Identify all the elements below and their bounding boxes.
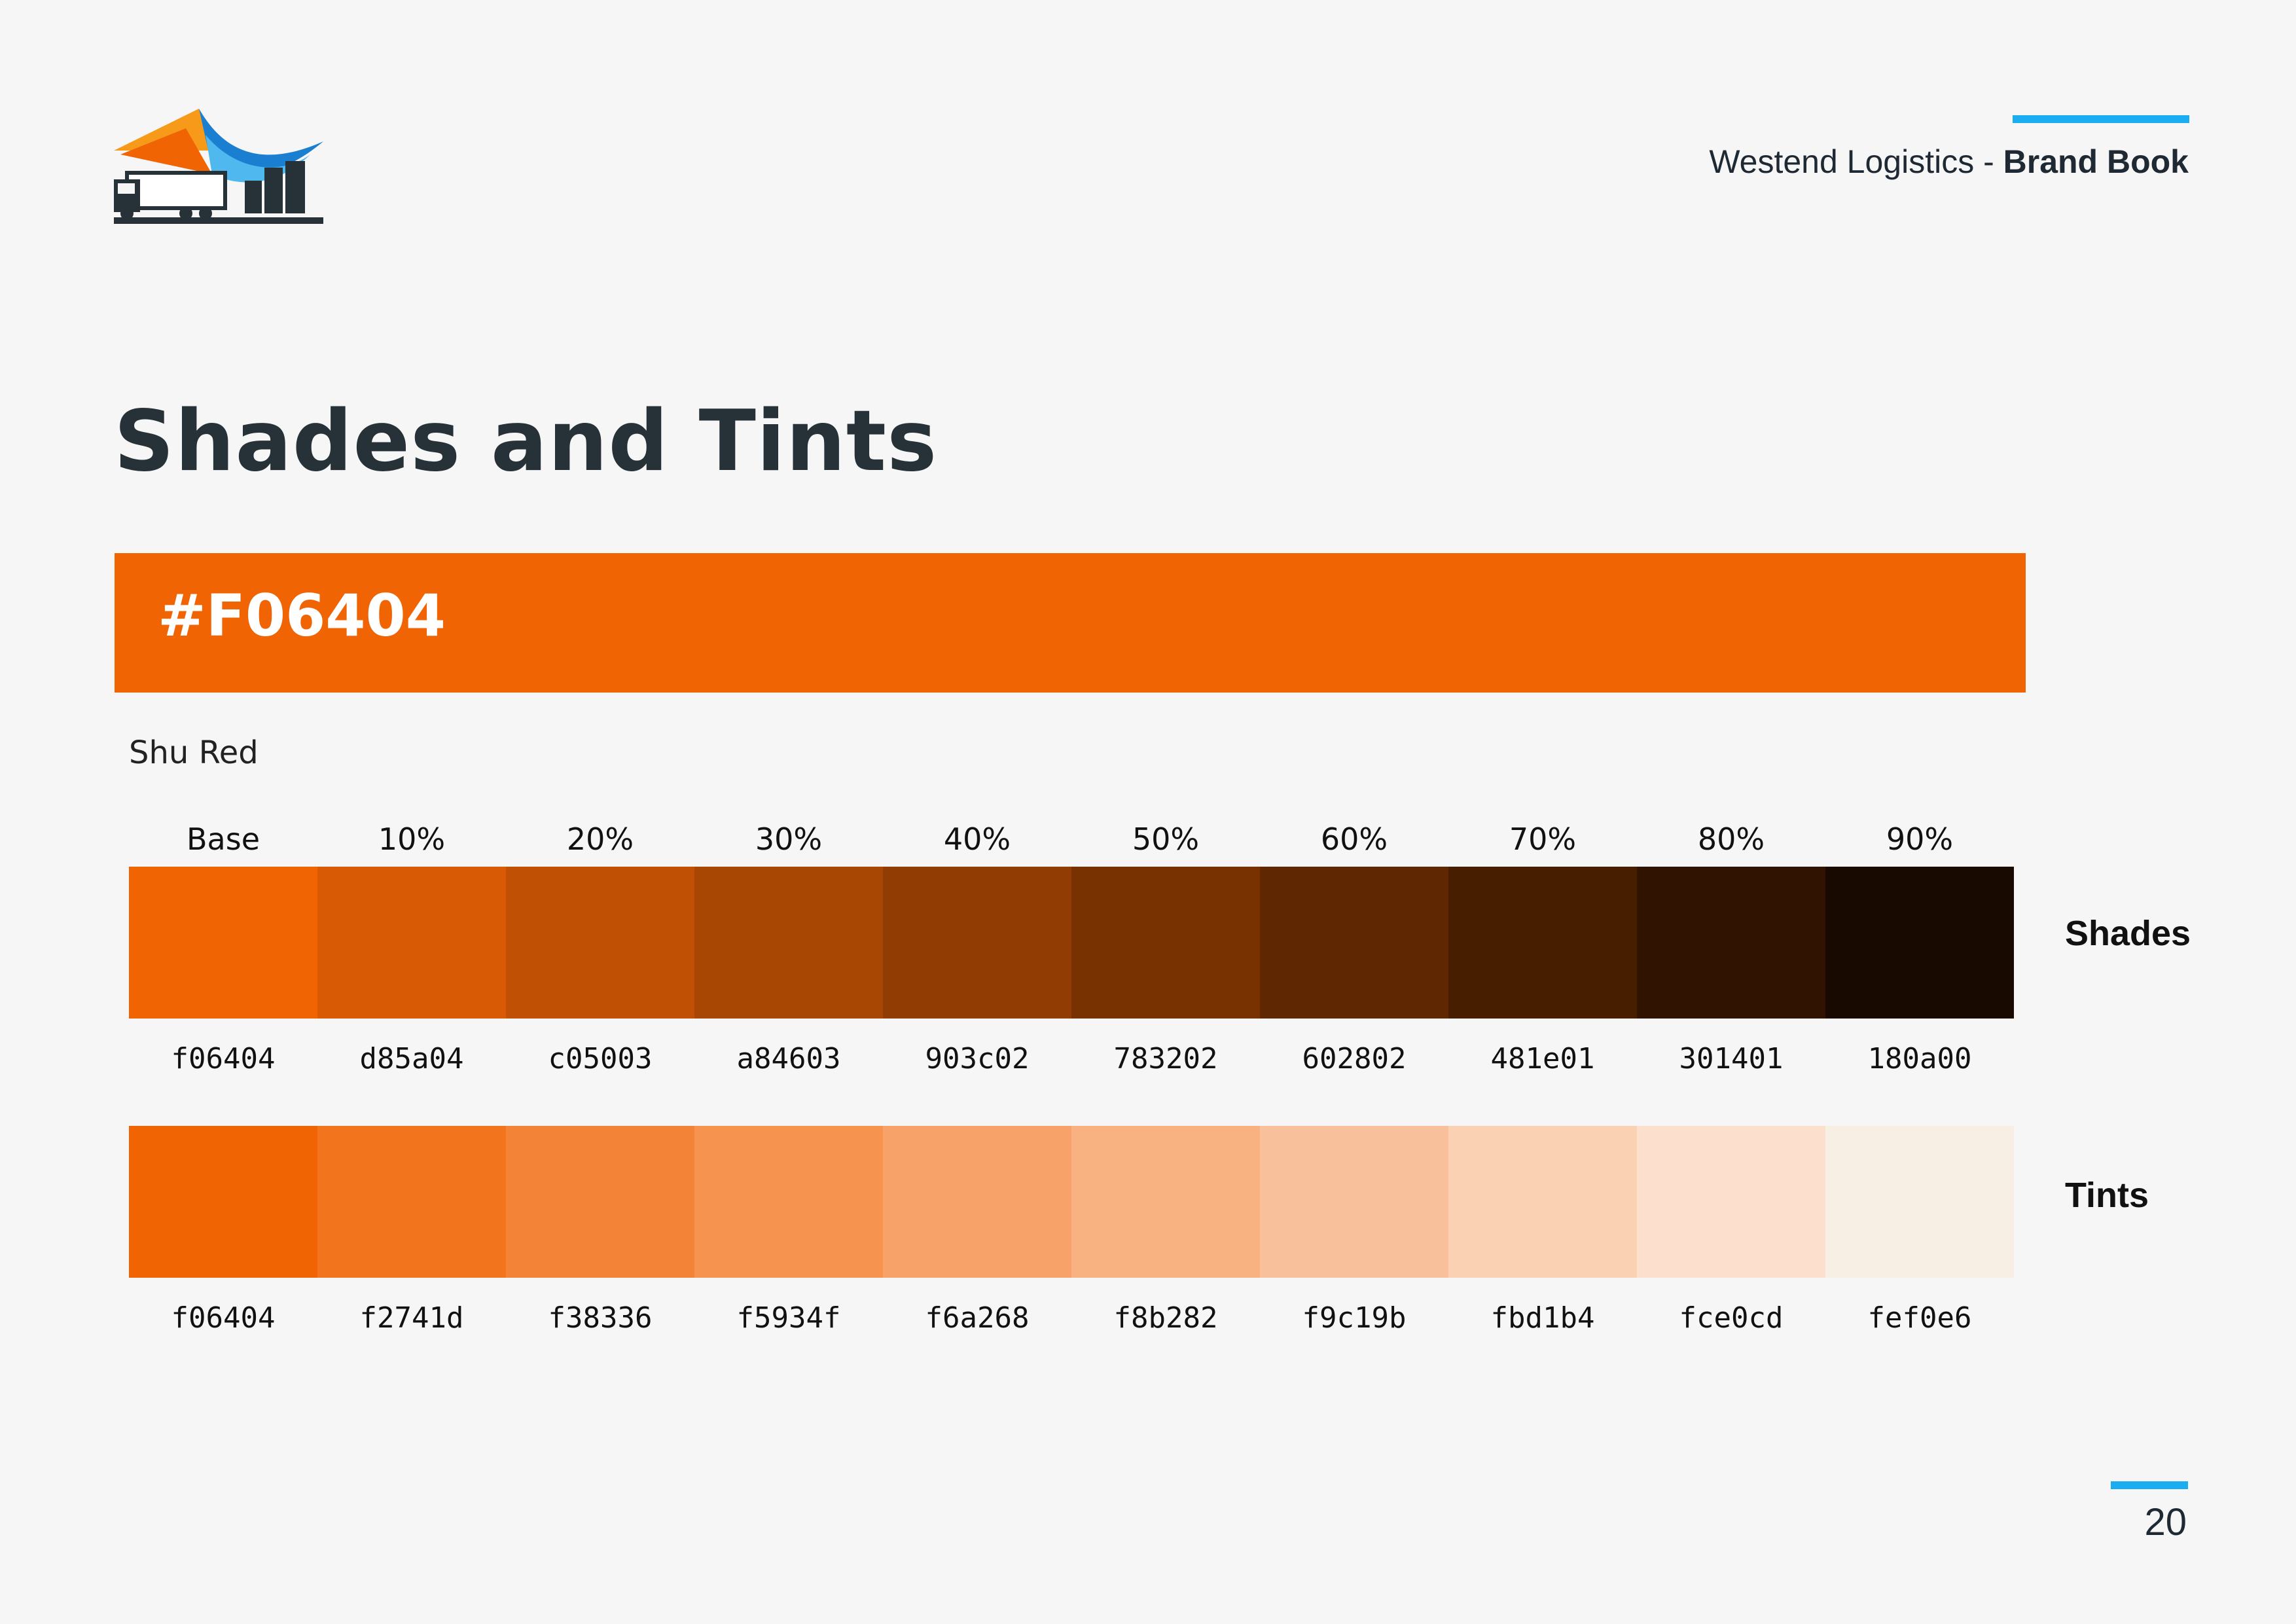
shades-hex-codes: f06404 d85a04 c05003 a84603 903c02 78320… (129, 1042, 2014, 1081)
shade-swatch (883, 867, 1071, 1019)
header-company: Westend Logistics - (1709, 143, 2003, 180)
shade-swatch (1825, 867, 2014, 1019)
tint-hex: f9c19b (1302, 1301, 1407, 1335)
header-title: Westend Logistics - Brand Book (1709, 143, 2189, 181)
step-label: 80% (1697, 821, 1765, 857)
tint-hex: fce0cd (1679, 1301, 1784, 1335)
base-hex-label: #F06404 (158, 582, 446, 649)
step-label: 90% (1886, 821, 1954, 857)
shade-swatch (1260, 867, 1448, 1019)
tint-hex: f2741d (359, 1301, 464, 1335)
tint-hex: f6a268 (925, 1301, 1030, 1335)
brand-logo (114, 109, 323, 224)
shade-hex: 301401 (1679, 1042, 1784, 1075)
page-number: 20 (2144, 1501, 2187, 1543)
truck-ship-logo-icon (114, 109, 323, 224)
tint-swatch (694, 1126, 883, 1278)
shade-hex: d85a04 (359, 1042, 464, 1075)
shade-hex: 481e01 (1490, 1042, 1595, 1075)
tint-swatch (1448, 1126, 1637, 1278)
step-label: Base (186, 821, 260, 857)
shade-swatch (1637, 867, 1825, 1019)
tints-hex-codes: f06404 f2741d f38336 f5934f f6a268 f8b28… (129, 1301, 2014, 1341)
tint-swatch (883, 1126, 1071, 1278)
shades-swatches (129, 867, 2014, 1019)
shade-swatch (1071, 867, 1260, 1019)
color-name: Shu Red (129, 734, 259, 771)
shade-hex: 602802 (1302, 1042, 1407, 1075)
step-label: 60% (1320, 821, 1388, 857)
tint-swatch (506, 1126, 694, 1278)
step-label: 20% (566, 821, 634, 857)
step-label: 30% (755, 821, 823, 857)
step-label: 10% (378, 821, 446, 857)
shade-swatch (317, 867, 506, 1019)
header-doc: Brand Book (2003, 143, 2189, 180)
shade-hex: c05003 (548, 1042, 653, 1075)
tint-swatch (1825, 1126, 2014, 1278)
tint-hex: f5934f (736, 1301, 841, 1335)
tint-swatch (1260, 1126, 1448, 1278)
footer-accent-bar (2111, 1481, 2188, 1489)
shade-hex: a84603 (736, 1042, 841, 1075)
shade-hex: 903c02 (925, 1042, 1030, 1075)
shade-swatch (1448, 867, 1637, 1019)
step-label: 40% (943, 821, 1011, 857)
step-labels: Base 10% 20% 30% 40% 50% 60% 70% 80% 90% (129, 821, 2014, 861)
base-color-banner: #F06404 (115, 553, 2026, 693)
tint-hex: f38336 (548, 1301, 653, 1335)
tint-hex: fef0e6 (1867, 1301, 1972, 1335)
shade-hex: 180a00 (1867, 1042, 1972, 1075)
tint-hex: fbd1b4 (1490, 1301, 1595, 1335)
tint-hex: f8b282 (1113, 1301, 1218, 1335)
tint-swatch (1071, 1126, 1260, 1278)
step-label: 70% (1509, 821, 1577, 857)
shade-swatch (694, 867, 883, 1019)
tints-label: Tints (2065, 1176, 2149, 1215)
page-title: Shades and Tints (114, 393, 938, 490)
tint-swatch (317, 1126, 506, 1278)
tints-swatches (129, 1126, 2014, 1278)
step-label: 50% (1132, 821, 1200, 857)
shades-label: Shades (2065, 914, 2191, 953)
tint-swatch (1637, 1126, 1825, 1278)
shade-swatch (129, 867, 317, 1019)
shade-hex: f06404 (171, 1042, 276, 1075)
shade-hex: 783202 (1113, 1042, 1218, 1075)
shade-swatch (506, 867, 694, 1019)
header-accent-bar (2013, 115, 2189, 123)
tint-hex: f06404 (171, 1301, 276, 1335)
tint-swatch (129, 1126, 317, 1278)
